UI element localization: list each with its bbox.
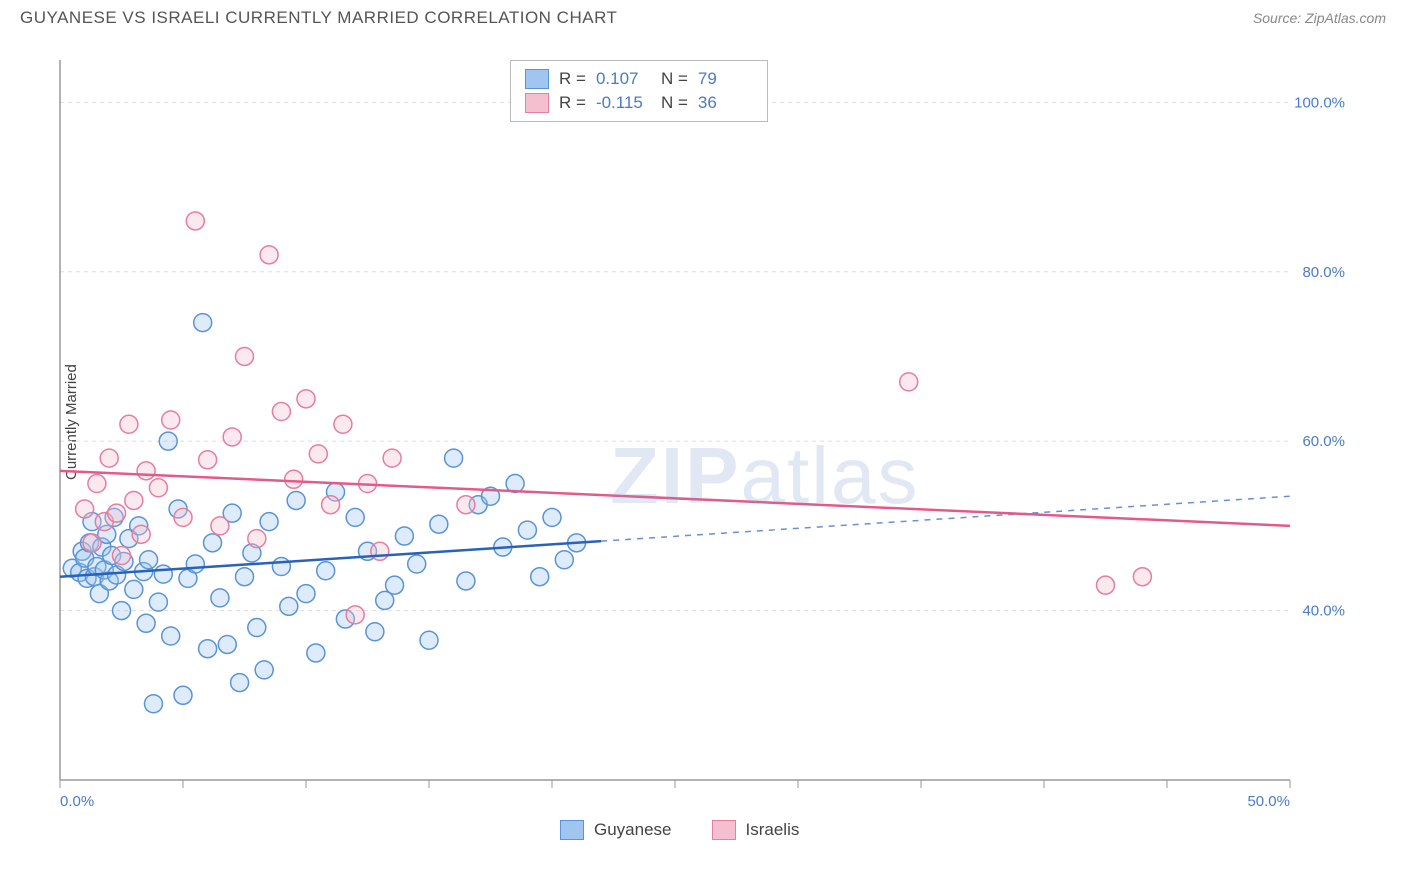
stats-row-guyanese: R = 0.107 N = 79 — [525, 67, 753, 91]
scatter-plot: 40.0% 60.0% 80.0% 100.0% 0.0% 50.0% — [50, 50, 1350, 810]
legend-label: Israelis — [746, 820, 800, 840]
swatch-israelis — [525, 93, 549, 113]
legend-item-israelis: Israelis — [712, 820, 800, 840]
legend: Guyanese Israelis — [560, 820, 799, 840]
stats-box: R = 0.107 N = 79 R = -0.115 N = 36 — [510, 60, 768, 122]
swatch-guyanese — [525, 69, 549, 89]
svg-text:40.0%: 40.0% — [1302, 603, 1345, 620]
chart-area: Currently Married 40.0%60.0%80.0%100.0%0… — [50, 50, 1380, 810]
chart-title: GUYANESE VS ISRAELI CURRENTLY MARRIED CO… — [20, 8, 617, 28]
svg-text:50.0%: 50.0% — [1247, 793, 1290, 810]
legend-item-guyanese: Guyanese — [560, 820, 672, 840]
swatch-israelis — [712, 820, 736, 840]
legend-label: Guyanese — [594, 820, 672, 840]
stats-row-israelis: R = -0.115 N = 36 — [525, 91, 753, 115]
svg-text:80.0%: 80.0% — [1302, 264, 1345, 281]
chart-header: GUYANESE VS ISRAELI CURRENTLY MARRIED CO… — [0, 0, 1406, 40]
svg-text:0.0%: 0.0% — [60, 793, 94, 810]
svg-text:100.0%: 100.0% — [1294, 94, 1345, 111]
svg-text:60.0%: 60.0% — [1302, 433, 1345, 450]
swatch-guyanese — [560, 820, 584, 840]
chart-source: Source: ZipAtlas.com — [1253, 10, 1386, 26]
